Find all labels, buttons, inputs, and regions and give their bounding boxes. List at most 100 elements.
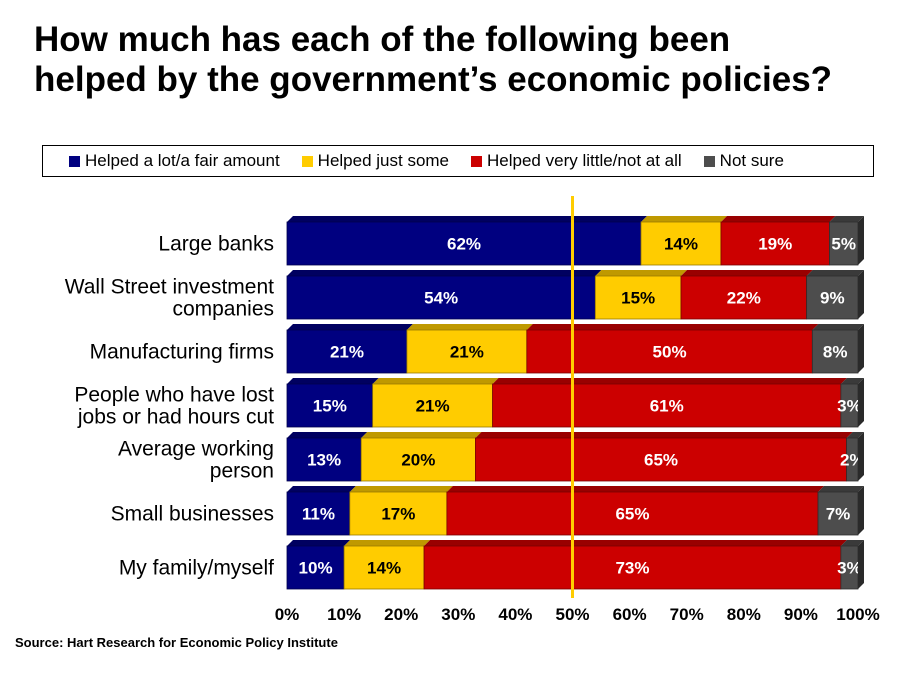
value-label-my-family-myself-helped-a-lot-a-fair-amount: 10% <box>299 559 333 578</box>
value-label-manufacturing-firms-not-sure: 8% <box>823 343 848 362</box>
chart-title: How much has each of the following been … <box>34 20 904 100</box>
legend-swatch-helped-just-some <box>301 155 313 167</box>
bar-segment-my-family-myself-helped-just-some-top <box>344 540 431 546</box>
bar-segment-wall-street-investment-companies-helped-just-some-top <box>595 270 687 276</box>
bar-segment-my-family-myself-helped-very-little-not-at-all <box>423 545 842 590</box>
bar-side-large-banks <box>858 216 864 265</box>
category-label-manufacturing-firms: Manufacturing firms <box>90 341 274 364</box>
bar-segment-wall-street-investment-companies-helped-a-lot-a-fair-amount-top <box>287 270 602 276</box>
legend-item-helped-a-lot: Helped a lot/a fair amount <box>69 151 280 171</box>
value-label-people-who-have-lost-jobs-or-had-hours-cut-helped-a-lot-a-fair-amount: 15% <box>313 397 347 416</box>
bar-segment-small-businesses-not-sure <box>817 491 859 536</box>
category-label-wall-street-investment-companies-line-1: Wall Street investment <box>65 276 274 299</box>
category-label-my-family-myself: My family/myself <box>119 557 274 580</box>
category-label-small-businesses: Small businesses <box>111 503 274 526</box>
value-label-my-family-myself-helped-very-little-not-at-all: 73% <box>615 559 649 578</box>
bar-segment-large-banks-helped-a-lot-a-fair-amount-top <box>287 216 648 222</box>
bar-segment-manufacturing-firms-not-sure <box>811 329 859 374</box>
value-label-my-family-myself-not-sure: 3% <box>837 559 862 578</box>
bar-segment-people-who-have-lost-jobs-or-had-hours-cut-not-sure-top <box>840 378 864 384</box>
bar-segment-people-who-have-lost-jobs-or-had-hours-cut-helped-just-some-top <box>372 378 499 384</box>
x-tick-label-0: 0% <box>275 605 300 624</box>
legend-swatch-helped-very-little <box>471 155 483 167</box>
bar-segment-average-working-person-helped-a-lot-a-fair-amount <box>286 437 362 482</box>
value-label-wall-street-investment-companies-not-sure: 9% <box>820 289 845 308</box>
bar-segment-people-who-have-lost-jobs-or-had-hours-cut-helped-very-little-not-at-all-top <box>492 378 847 384</box>
category-label-average-working-person-line-2: person <box>210 460 274 483</box>
bar-segment-large-banks-helped-just-some-top <box>641 216 727 222</box>
value-label-my-family-myself-helped-just-some: 14% <box>367 559 401 578</box>
chart-title-line-2: helped by the government’s economic poli… <box>34 60 833 99</box>
value-label-wall-street-investment-companies-helped-a-lot-a-fair-amount: 54% <box>424 289 458 308</box>
bar-segment-my-family-myself-helped-a-lot-a-fair-amount-top <box>287 540 351 546</box>
x-tick-label-30: 30% <box>441 605 475 624</box>
bar-segment-manufacturing-firms-helped-just-some <box>406 329 528 374</box>
bar-segment-manufacturing-firms-not-sure-top <box>812 324 864 330</box>
bar-segment-manufacturing-firms-helped-a-lot-a-fair-amount-top <box>287 324 413 330</box>
x-tick-label-40: 40% <box>498 605 532 624</box>
value-label-small-businesses-helped-very-little-not-at-all: 65% <box>615 505 649 524</box>
value-label-average-working-person-helped-a-lot-a-fair-amount: 13% <box>307 451 341 470</box>
bar-segment-manufacturing-firms-helped-very-little-not-at-all-top <box>526 324 819 330</box>
legend-item-not-sure: Not sure <box>703 151 784 171</box>
chart-legend: Helped a lot/a fair amount Helped just s… <box>42 145 874 177</box>
category-label-people-who-have-lost-jobs-or-had-hours-cut-line-2: jobs or had hours cut <box>77 406 274 429</box>
bar-segment-wall-street-investment-companies-helped-a-lot-a-fair-amount <box>286 275 596 320</box>
value-label-large-banks-helped-very-little-not-at-all: 19% <box>758 235 792 254</box>
category-label-wall-street-investment-companies-line-2: companies <box>172 298 274 321</box>
value-label-wall-street-investment-companies-helped-just-some: 15% <box>621 289 655 308</box>
value-label-people-who-have-lost-jobs-or-had-hours-cut-helped-very-little-not-at-all: 61% <box>650 397 684 416</box>
value-label-manufacturing-firms-helped-very-little-not-at-all: 50% <box>653 343 687 362</box>
legend-swatch-helped-a-lot <box>69 155 80 167</box>
bar-segment-people-who-have-lost-jobs-or-had-hours-cut-helped-a-lot-a-fair-amount-top <box>287 378 379 384</box>
bar-segment-large-banks-helped-very-little-not-at-all-top <box>720 216 836 222</box>
legend-label-helped-just-some: Helped just some <box>317 151 450 170</box>
bar-segment-average-working-person-helped-very-little-not-at-all <box>475 437 847 482</box>
value-label-people-who-have-lost-jobs-or-had-hours-cut-not-sure: 3% <box>837 397 862 416</box>
bar-segment-average-working-person-helped-very-little-not-at-all-top <box>475 432 853 438</box>
value-label-small-businesses-helped-a-lot-a-fair-amount: 11% <box>302 505 335 524</box>
bar-segment-large-banks-helped-very-little-not-at-all <box>720 221 830 266</box>
legend-item-helped-just-some: Helped just some <box>301 151 450 171</box>
legend-label-helped-a-lot: Helped a lot/a fair amount <box>85 151 280 170</box>
value-label-wall-street-investment-companies-helped-very-little-not-at-all: 22% <box>727 289 761 308</box>
bar-segment-manufacturing-firms-helped-very-little-not-at-all <box>526 329 813 374</box>
bar-segment-large-banks-not-sure <box>829 221 859 266</box>
x-tick-label-80: 80% <box>727 605 761 624</box>
bar-segment-wall-street-investment-companies-not-sure-top <box>806 270 864 276</box>
bar-segment-my-family-myself-helped-very-little-not-at-all-top <box>424 540 847 546</box>
chart-title-line-1: How much has each of the following been <box>34 20 731 59</box>
bar-side-people-who-have-lost-jobs-or-had-hours-cut <box>858 378 864 427</box>
bar-side-wall-street-investment-companies <box>858 270 864 319</box>
bar-segment-people-who-have-lost-jobs-or-had-hours-cut-helped-just-some <box>372 383 493 428</box>
bar-segment-wall-street-investment-companies-helped-just-some <box>594 275 682 320</box>
value-label-large-banks-not-sure: 5% <box>831 235 856 254</box>
category-label-people-who-have-lost-jobs-or-had-hours-cut-line-1: People who have lost <box>74 384 274 407</box>
bar-segment-average-working-person-helped-just-some-top <box>361 432 482 438</box>
x-tick-label-90: 90% <box>784 605 818 624</box>
legend-swatch-not-sure <box>703 155 715 167</box>
category-label-large-banks: Large banks <box>158 233 274 256</box>
bar-side-average-working-person <box>858 432 864 481</box>
bar-segment-small-businesses-helped-just-some-top <box>349 486 453 492</box>
bar-segment-manufacturing-firms-helped-just-some-top <box>406 324 533 330</box>
bar-segment-small-businesses-helped-very-little-not-at-all-top <box>446 486 825 492</box>
bar-segment-average-working-person-not-sure-top <box>846 432 864 438</box>
bar-segment-my-family-myself-helped-a-lot-a-fair-amount <box>286 545 345 590</box>
value-label-people-who-have-lost-jobs-or-had-hours-cut-helped-just-some: 21% <box>416 397 450 416</box>
x-tick-label-100: 100% <box>836 605 879 624</box>
category-label-average-working-person-line-1: Average working <box>118 438 274 461</box>
bar-side-small-businesses <box>858 486 864 535</box>
bar-segment-small-businesses-helped-very-little-not-at-all <box>446 491 819 536</box>
bar-segment-average-working-person-helped-a-lot-a-fair-amount-top <box>287 432 368 438</box>
x-tick-label-50: 50% <box>555 605 589 624</box>
value-label-average-working-person-helped-just-some: 20% <box>401 451 435 470</box>
bar-segment-large-banks-helped-a-lot-a-fair-amount <box>286 221 642 266</box>
bar-segment-people-who-have-lost-jobs-or-had-hours-cut-helped-a-lot-a-fair-amount <box>286 383 374 428</box>
bar-segment-large-banks-not-sure-top <box>829 216 864 222</box>
value-label-average-working-person-helped-very-little-not-at-all: 65% <box>644 451 678 470</box>
bar-segment-people-who-have-lost-jobs-or-had-hours-cut-helped-very-little-not-at-all <box>492 383 842 428</box>
value-label-large-banks-helped-just-some: 14% <box>664 235 698 254</box>
x-tick-label-20: 20% <box>384 605 418 624</box>
